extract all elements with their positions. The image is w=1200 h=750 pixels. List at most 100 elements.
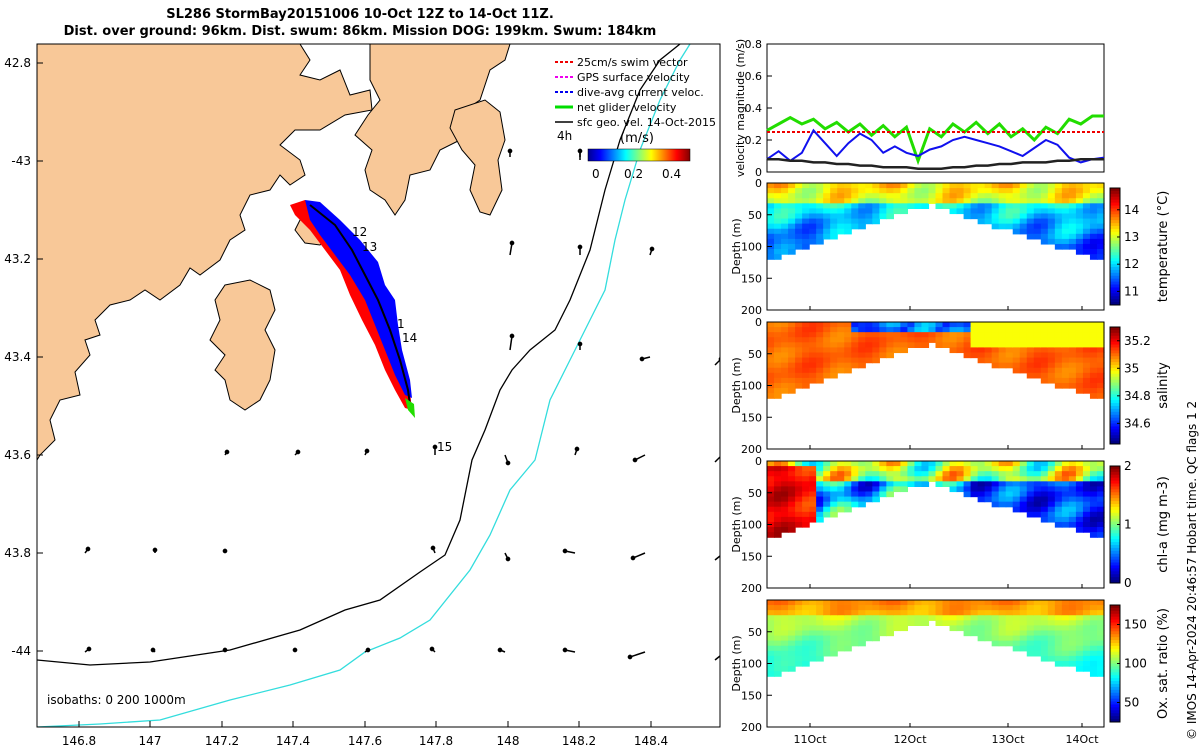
section-cell (1026, 625, 1035, 632)
section-cell (802, 193, 810, 199)
section-cell (900, 193, 909, 199)
section-cell (816, 620, 824, 626)
section-cell (942, 476, 951, 482)
section-cell (1005, 481, 1014, 487)
section-cell (1075, 511, 1084, 518)
colorbar-segment (1110, 698, 1120, 703)
section-cell (1012, 218, 1021, 225)
section-cell (865, 203, 873, 209)
section-cell (788, 198, 796, 204)
section-ytick: 50 (748, 348, 762, 361)
section-cell (984, 600, 993, 606)
section-cell (781, 367, 789, 374)
section-cell (851, 337, 859, 343)
section-cell (816, 506, 824, 513)
colorbar-segment (1110, 512, 1120, 517)
section-cell (1054, 347, 1063, 354)
section-cell (1026, 605, 1035, 611)
section-cell (1054, 625, 1063, 632)
section-cell (802, 367, 810, 374)
section-cell (1096, 249, 1105, 255)
section-ytick: 0 (755, 177, 762, 190)
section-cell (1026, 223, 1035, 230)
section-cell (991, 486, 1000, 493)
section-cell (1033, 501, 1042, 508)
section-cell (977, 342, 986, 348)
section-cell (795, 337, 803, 343)
colorbar-segment (1110, 188, 1120, 192)
section-cell (1019, 610, 1028, 616)
section-cell (844, 183, 852, 189)
section-cell (1019, 342, 1028, 348)
section-cell (1054, 481, 1063, 487)
section-cell (1005, 640, 1014, 647)
section-cell (998, 481, 1007, 487)
section-cell (1061, 506, 1070, 513)
section-cell (865, 218, 873, 225)
section-cell (1096, 471, 1105, 477)
section-cell (1089, 228, 1098, 235)
section-cell (1047, 481, 1056, 487)
section-cell (928, 610, 937, 616)
section-cell (767, 233, 775, 240)
section-cell (1068, 521, 1077, 528)
section-cell (1005, 352, 1014, 359)
section-cell (865, 491, 873, 498)
velocity-arrow-head (86, 646, 92, 652)
section-cell (844, 228, 852, 235)
section-cell (1075, 332, 1084, 338)
colorbar-segment (1110, 379, 1120, 384)
section-cell (1047, 655, 1056, 662)
velocity-arrow (714, 555, 720, 561)
section-cell (1061, 337, 1070, 343)
section-cell (809, 367, 817, 374)
section-cell (1075, 660, 1084, 667)
section-cell (1019, 486, 1028, 493)
colorbar-segment (1110, 438, 1120, 442)
section-cell (1075, 382, 1084, 389)
colorbar-segment (1110, 350, 1120, 354)
section-cell (767, 471, 775, 477)
section-cell (1005, 327, 1014, 333)
section-cell (781, 228, 789, 235)
section-cell (886, 476, 894, 482)
section-cell (781, 640, 789, 647)
section-cell (893, 610, 901, 616)
section-cell (914, 471, 923, 477)
section-cell (830, 337, 838, 343)
section-cell (767, 213, 775, 220)
colorbar-segment (1110, 269, 1120, 274)
section-cell (963, 322, 972, 328)
colorbar-segment (1110, 657, 1120, 662)
section-cell (837, 620, 845, 626)
section-cell (1061, 193, 1070, 199)
section-cell (1047, 600, 1056, 606)
colorbar-segment (1110, 426, 1120, 430)
section-cell (1096, 243, 1105, 250)
section-cell (795, 367, 803, 374)
section-cell (1082, 640, 1091, 647)
section-cell (1033, 233, 1042, 240)
section-cell (1054, 327, 1063, 333)
section-cell (1019, 461, 1028, 467)
section-cell (823, 635, 831, 642)
colorbar-segment (1110, 483, 1120, 487)
section-cell (774, 362, 782, 369)
section-cell (1068, 471, 1077, 477)
section-cell (984, 481, 993, 487)
section-cell (1019, 352, 1028, 359)
section-cell (1089, 254, 1098, 260)
section-cell (1068, 496, 1077, 503)
section-cell (1089, 337, 1098, 343)
section-cell (816, 218, 824, 225)
section-cell (991, 496, 1000, 503)
colorbar-segment (1110, 240, 1120, 245)
section-cell (984, 486, 993, 493)
section-cell (942, 471, 951, 477)
section-cell (844, 630, 852, 637)
colorbar-segment (1110, 246, 1120, 250)
section-cell (963, 188, 972, 194)
section-cell (816, 188, 824, 194)
section-cell (914, 337, 923, 343)
section-cell (872, 466, 880, 472)
